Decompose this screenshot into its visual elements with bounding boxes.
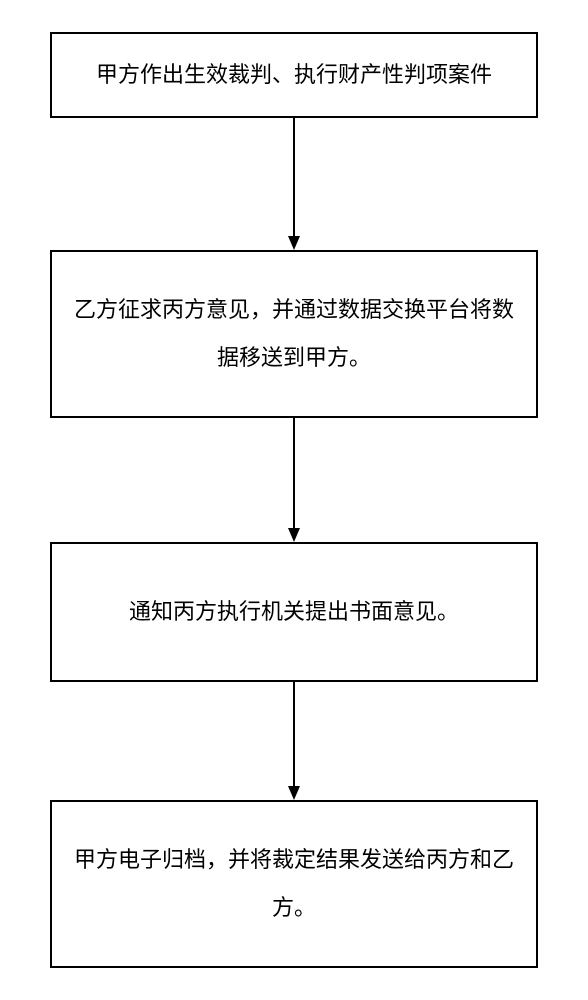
flowchart-node-4: 甲方电子归档，并将裁定结果发送给丙方和乙方。 — [50, 800, 538, 968]
flowchart-canvas: 甲方作出生效裁判、执行财产性判项案件 乙方征求丙方意见，并通过数据交换平台将数据… — [0, 0, 588, 1000]
edge-3-4 — [0, 0, 588, 810]
node-4-label: 甲方电子归档，并将裁定结果发送给丙方和乙方。 — [72, 836, 516, 933]
